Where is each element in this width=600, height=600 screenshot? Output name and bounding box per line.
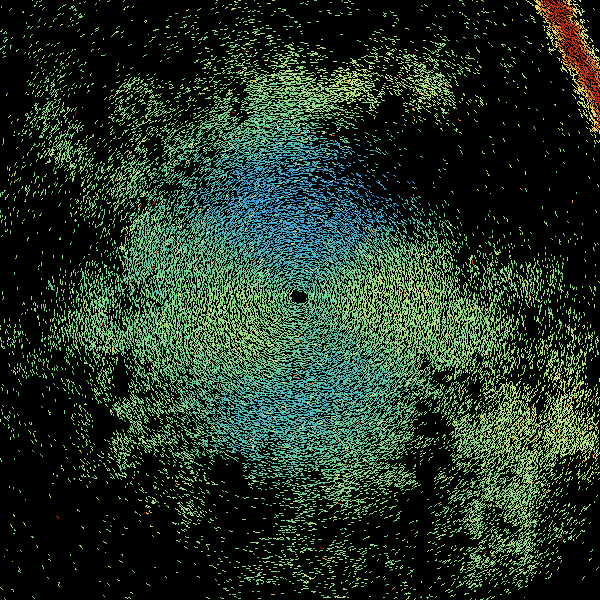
radar-ppi-heatmap-canvas: [0, 0, 600, 600]
radar-display: [0, 0, 600, 600]
